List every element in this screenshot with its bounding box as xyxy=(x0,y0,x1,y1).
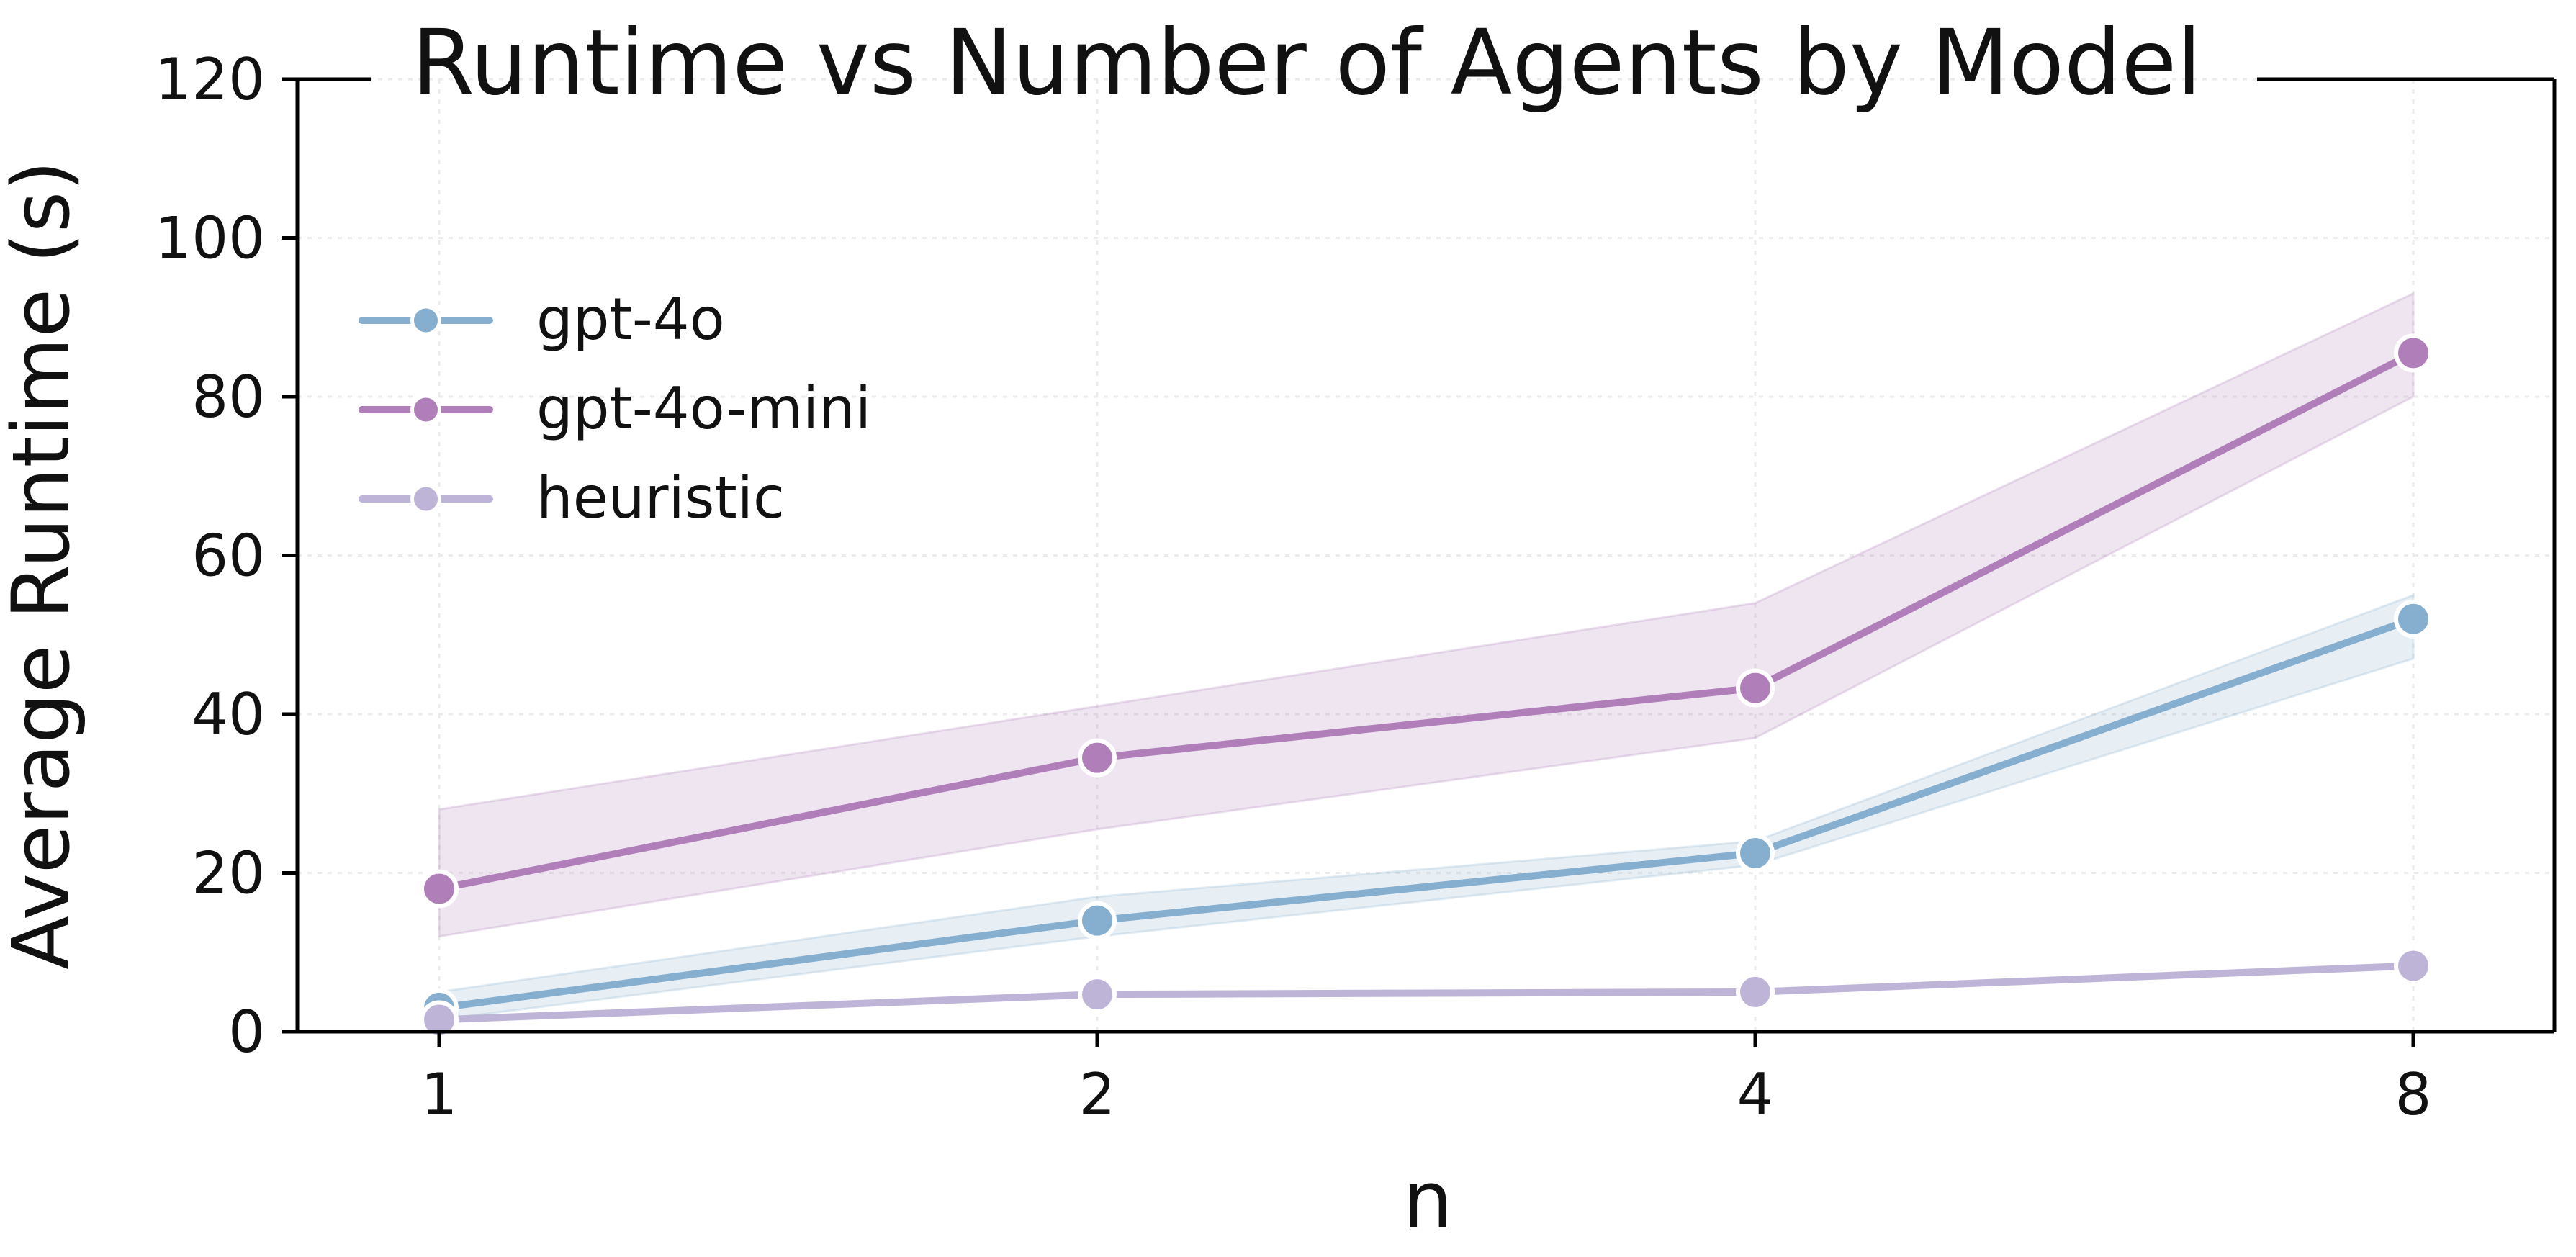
series-lines xyxy=(436,349,2417,1024)
y-tick-label-40: 40 xyxy=(192,681,265,748)
x-tick-label-2: 2 xyxy=(1079,1061,1116,1128)
series-points xyxy=(420,333,2433,1040)
legend-marker-gpt-4o xyxy=(410,305,441,336)
legend-marker-gpt-4o-mini xyxy=(410,394,441,425)
legend: gpt-4o gpt-4o-mini heuristic xyxy=(359,286,871,531)
legend-label-gpt-4o: gpt-4o xyxy=(536,286,725,353)
legend-marker-heuristic xyxy=(410,483,441,515)
y-tick-label-80: 80 xyxy=(192,364,265,431)
x-tick-label-1: 1 xyxy=(421,1061,458,1128)
y-tick-label-0: 0 xyxy=(228,999,265,1065)
y-tick-label-120: 120 xyxy=(155,46,265,113)
legend-label-gpt-4o-mini: gpt-4o-mini xyxy=(536,375,871,442)
legend-label-heuristic: heuristic xyxy=(536,464,785,531)
axes: 0 20 40 60 80 100 120 1 2 4 8 xyxy=(155,46,2557,1128)
chart-title: Runtime vs Number of Agents by Model xyxy=(412,11,2202,115)
data-point-gpt-4o-mini-n1 xyxy=(420,869,459,909)
data-point-heuristic-n4 xyxy=(1736,972,1775,1012)
y-tick-label-20: 20 xyxy=(192,840,265,907)
data-point-gpt-4o-n4 xyxy=(1736,833,1775,873)
y-tick-label-100: 100 xyxy=(155,205,265,272)
x-tick-label-8: 8 xyxy=(2395,1061,2432,1128)
data-point-gpt-4o-n8 xyxy=(2394,599,2433,639)
data-point-gpt-4o-n2 xyxy=(1078,901,1117,940)
y-tick-label-60: 60 xyxy=(192,523,265,590)
series-line-heuristic xyxy=(436,962,2417,1024)
data-point-heuristic-n2 xyxy=(1078,975,1117,1014)
series-line-gpt-4o-mini xyxy=(436,349,2417,893)
x-axis-label: n xyxy=(1402,1154,1453,1246)
data-point-heuristic-n8 xyxy=(2394,946,2433,986)
series-line-gpt-4o xyxy=(436,615,2417,1012)
x-tick-label-4: 4 xyxy=(1737,1061,1774,1128)
data-point-gpt-4o-mini-n8 xyxy=(2394,333,2433,373)
y-axis-label: Average Runtime (s) xyxy=(0,161,87,970)
confidence-band-gpt-4o xyxy=(438,593,2415,1022)
data-point-gpt-4o-mini-n2 xyxy=(1078,738,1117,778)
data-point-gpt-4o-mini-n4 xyxy=(1736,668,1775,708)
confidence-band-gpt-4o-mini xyxy=(438,292,2415,938)
